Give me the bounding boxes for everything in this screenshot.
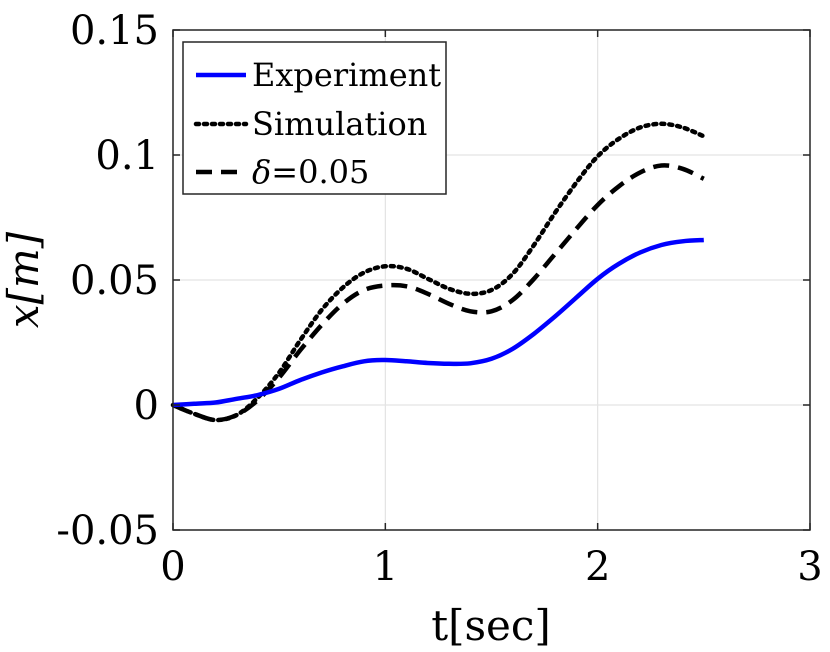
series-group (170, 121, 707, 423)
y-axis-label: x[m] (0, 231, 48, 328)
y-tick-label: 0.1 (95, 133, 159, 179)
legend-label-delta-symbol: δ (252, 153, 271, 191)
x-tick-label: 3 (797, 544, 822, 590)
legend-label-simulation: Simulation (252, 105, 427, 143)
legend-label-delta-value: =0.05 (271, 153, 369, 191)
legend: Experiment Simulation δ=0.05 (182, 41, 447, 195)
legend-box (182, 41, 447, 195)
x-tick-label: 0 (160, 544, 185, 590)
y-tick-label: 0 (134, 383, 159, 429)
series-line-solid (172, 237, 704, 408)
x-tick-label: 2 (585, 544, 610, 590)
x-tick-label: 1 (373, 544, 398, 590)
ticks (172, 29, 811, 531)
series-line-dashed (172, 163, 705, 423)
y-tick-label: 0.05 (70, 258, 159, 304)
x-axis-label: t[sec] (431, 601, 551, 650)
legend-label-experiment: Experiment (252, 56, 441, 94)
legend-label-delta: δ=0.05 (252, 153, 369, 191)
y-tick-label: 0.15 (70, 8, 159, 54)
y-tick-label: -0.05 (56, 508, 159, 554)
y-axis-label-group: x[m] (0, 231, 48, 328)
